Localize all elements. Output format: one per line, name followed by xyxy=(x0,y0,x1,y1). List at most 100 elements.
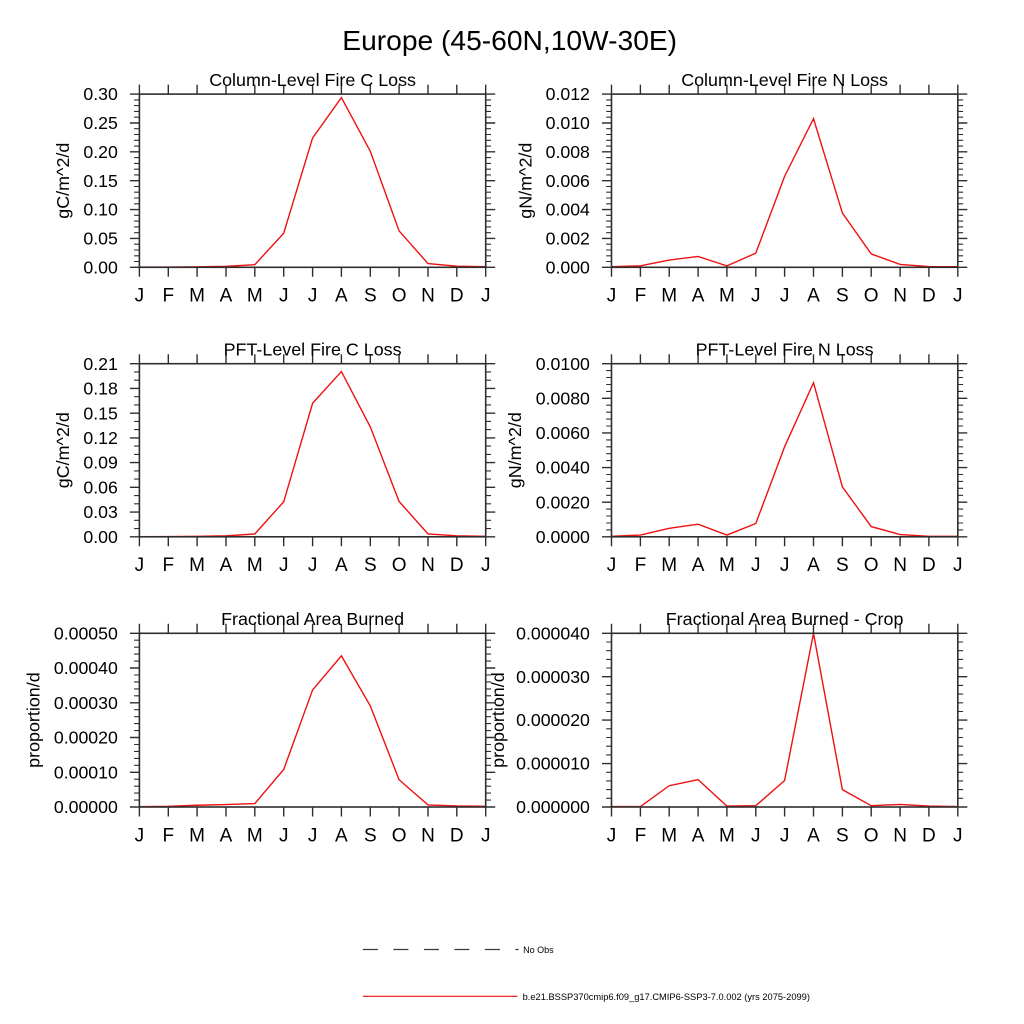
svg-text:D: D xyxy=(450,555,464,576)
svg-text:J: J xyxy=(780,555,790,576)
svg-text:J: J xyxy=(780,286,790,307)
svg-text:S: S xyxy=(364,286,377,307)
svg-text:0.000020: 0.000020 xyxy=(516,710,590,730)
svg-text:0.0040: 0.0040 xyxy=(536,458,590,478)
svg-text:0.03: 0.03 xyxy=(83,502,118,522)
svg-text:Column-Level Fire N Loss: Column-Level Fire N Loss xyxy=(681,70,888,90)
svg-text:J: J xyxy=(953,286,963,307)
svg-text:D: D xyxy=(450,825,464,846)
svg-text:J: J xyxy=(953,555,963,576)
svg-text:0.006: 0.006 xyxy=(546,171,590,191)
svg-text:S: S xyxy=(836,286,849,307)
svg-text:N: N xyxy=(893,555,907,576)
svg-text:J: J xyxy=(279,825,289,846)
svg-text:J: J xyxy=(135,555,145,576)
svg-text:proportion/d: proportion/d xyxy=(24,672,44,767)
svg-text:D: D xyxy=(450,286,464,307)
svg-text:0.00010: 0.00010 xyxy=(54,762,118,782)
svg-text:A: A xyxy=(692,286,705,307)
svg-text:0.25: 0.25 xyxy=(83,113,118,133)
svg-text:J: J xyxy=(481,555,491,576)
svg-text:D: D xyxy=(922,825,936,846)
svg-text:0.0060: 0.0060 xyxy=(536,423,590,443)
svg-text:O: O xyxy=(392,555,407,576)
svg-text:0.12: 0.12 xyxy=(83,428,117,448)
svg-text:0.0000: 0.0000 xyxy=(536,527,590,547)
svg-text:D: D xyxy=(922,286,936,307)
svg-text:0.012: 0.012 xyxy=(546,84,590,104)
svg-text:Fractional Area Burned: Fractional Area Burned xyxy=(221,609,404,629)
svg-text:J: J xyxy=(308,825,318,846)
svg-text:A: A xyxy=(692,825,705,846)
svg-text:J: J xyxy=(607,825,617,846)
svg-text:0.09: 0.09 xyxy=(83,453,117,473)
svg-text:0.00050: 0.00050 xyxy=(54,623,118,643)
svg-text:J: J xyxy=(953,825,963,846)
svg-text:A: A xyxy=(807,825,820,846)
svg-text:0.30: 0.30 xyxy=(83,84,118,104)
svg-text:A: A xyxy=(335,825,348,846)
svg-text:0.21: 0.21 xyxy=(83,354,117,374)
svg-text:0.000010: 0.000010 xyxy=(516,754,590,774)
svg-text:M: M xyxy=(247,825,263,846)
svg-text:J: J xyxy=(308,286,318,307)
svg-text:J: J xyxy=(135,286,145,307)
svg-text:gN/m^2/d: gN/m^2/d xyxy=(515,143,535,219)
svg-text:Fractional Area Burned - Crop: Fractional Area Burned - Crop xyxy=(666,609,904,629)
svg-text:J: J xyxy=(481,825,491,846)
svg-text:O: O xyxy=(392,286,407,307)
svg-text:Europe (45-60N,10W-30E): Europe (45-60N,10W-30E) xyxy=(342,24,677,56)
svg-text:0.0020: 0.0020 xyxy=(536,492,590,512)
svg-text:F: F xyxy=(162,555,174,576)
svg-text:0.000: 0.000 xyxy=(546,257,590,277)
svg-text:J: J xyxy=(751,286,761,307)
svg-text:0.010: 0.010 xyxy=(546,113,590,133)
svg-text:N: N xyxy=(893,825,907,846)
svg-text:gC/m^2/d: gC/m^2/d xyxy=(53,143,73,219)
svg-text:0.00: 0.00 xyxy=(83,527,118,547)
svg-text:A: A xyxy=(807,555,820,576)
svg-text:A: A xyxy=(220,286,233,307)
svg-text:PFT-Level Fire C Loss: PFT-Level Fire C Loss xyxy=(224,339,402,359)
svg-text:0.0080: 0.0080 xyxy=(536,388,590,408)
svg-text:A: A xyxy=(807,286,820,307)
svg-text:N: N xyxy=(421,825,435,846)
svg-text:O: O xyxy=(864,286,879,307)
svg-text:M: M xyxy=(661,825,677,846)
svg-text:J: J xyxy=(279,286,289,307)
svg-text:J: J xyxy=(481,286,491,307)
svg-text:M: M xyxy=(189,825,205,846)
svg-text:M: M xyxy=(719,555,735,576)
svg-text:M: M xyxy=(661,555,677,576)
svg-text:proportion/d: proportion/d xyxy=(488,672,508,767)
svg-text:M: M xyxy=(661,286,677,307)
svg-text:0.00020: 0.00020 xyxy=(54,728,118,748)
svg-text:J: J xyxy=(751,825,761,846)
svg-text:0.002: 0.002 xyxy=(546,229,590,249)
svg-text:F: F xyxy=(635,555,647,576)
svg-text:A: A xyxy=(335,555,348,576)
svg-text:0.000040: 0.000040 xyxy=(516,623,590,643)
svg-text:0.05: 0.05 xyxy=(83,229,118,249)
svg-text:0.00: 0.00 xyxy=(83,257,118,277)
svg-text:M: M xyxy=(719,825,735,846)
svg-text:0.000000: 0.000000 xyxy=(516,797,590,817)
svg-text:0.0100: 0.0100 xyxy=(536,354,590,374)
svg-text:A: A xyxy=(335,286,348,307)
svg-text:0.06: 0.06 xyxy=(83,477,118,497)
svg-text:O: O xyxy=(864,555,879,576)
svg-text:J: J xyxy=(780,825,790,846)
svg-text:S: S xyxy=(364,825,377,846)
svg-text:J: J xyxy=(135,825,145,846)
svg-text:J: J xyxy=(279,555,289,576)
svg-text:N: N xyxy=(893,286,907,307)
svg-text:0.10: 0.10 xyxy=(83,200,118,220)
svg-text:J: J xyxy=(308,555,318,576)
svg-text:S: S xyxy=(836,555,849,576)
svg-text:J: J xyxy=(607,555,617,576)
svg-text:gC/m^2/d: gC/m^2/d xyxy=(53,412,73,488)
svg-text:D: D xyxy=(922,555,936,576)
svg-text:J: J xyxy=(751,555,761,576)
svg-text:0.20: 0.20 xyxy=(83,142,118,162)
svg-text:F: F xyxy=(635,825,647,846)
